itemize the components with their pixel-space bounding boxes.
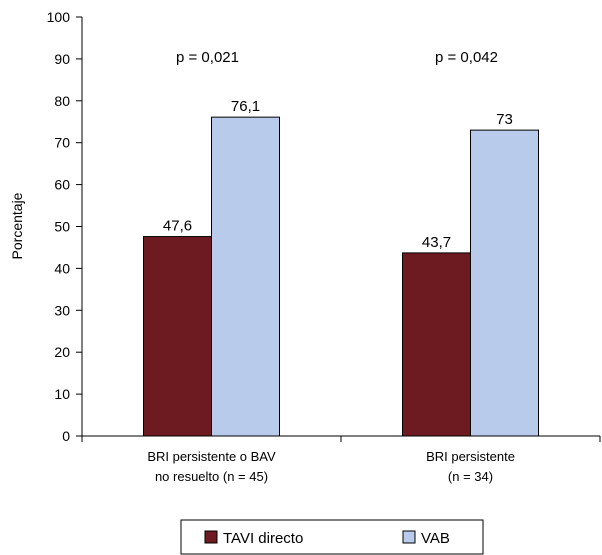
y-tick-label: 50 [54,219,70,235]
legend-label: VAB [421,530,450,547]
y-tick-label: 100 [47,9,71,25]
p-value-annotation: p = 0,021 [176,49,239,66]
legend: TAVI directo VAB [180,519,484,555]
bar-value-label: 47,6 [163,218,192,235]
bar-value-label: 43,7 [422,234,451,251]
x-category-label: BRI persistente [426,449,515,464]
y-tick-label: 80 [54,93,70,109]
y-tick-label: 30 [54,302,70,318]
bar-tavi-directo [402,252,471,437]
bar-vab [211,116,280,437]
y-tick-label: 70 [54,135,70,151]
bar-tavi-directo [143,236,212,437]
y-tick-label: 90 [54,51,70,67]
y-tick-label: 10 [54,386,70,402]
bar-vab [470,129,539,437]
y-tick-label: 20 [54,344,70,360]
bar-value-label: 73 [496,111,513,128]
p-value-annotation: p = 0,042 [435,49,498,66]
plot-area: 0 10 20 30 40 50 60 70 80 90 100 47,6 76,1 BRI persis… [47,9,601,484]
legend-box [180,519,484,555]
y-tick-label: 0 [62,428,70,444]
x-category-label: no resuelto (n = 45) [155,469,268,484]
bar-value-label: 76,1 [231,98,260,115]
x-category-label: BRI persistente o BAV [147,449,276,464]
x-category-label: (n = 34) [448,469,493,484]
y-tick-label: 40 [54,260,70,276]
legend-label: TAVI directo [223,530,303,547]
y-axis-label: Porcentaje [9,192,25,259]
legend-swatch [204,530,218,544]
y-tick-label: 60 [54,177,70,193]
legend-swatch [402,530,416,544]
